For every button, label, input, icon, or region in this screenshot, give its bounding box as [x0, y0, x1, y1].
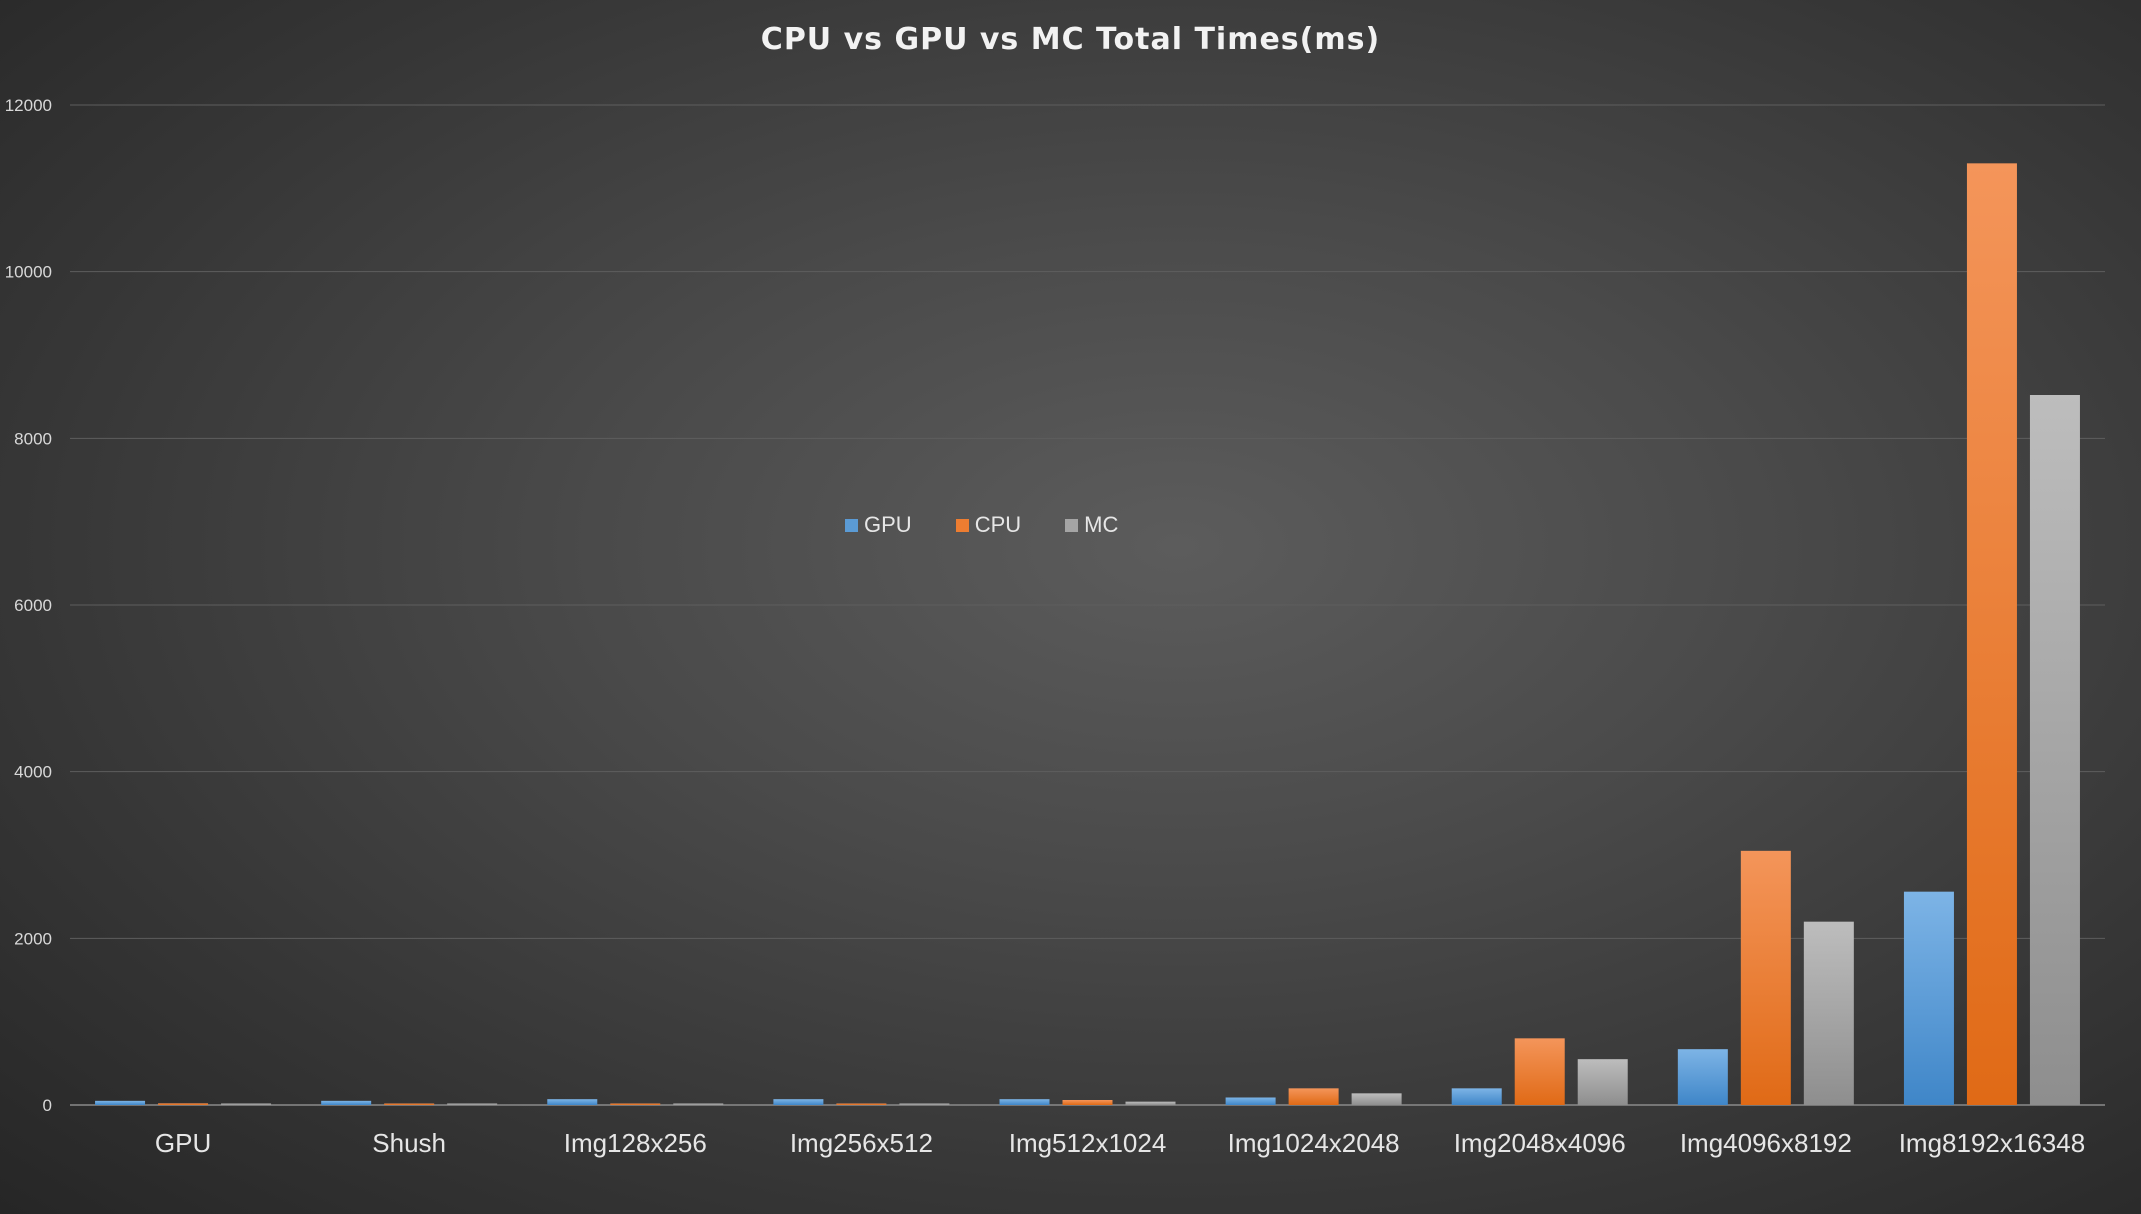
bar-cpu-img8192x16348	[1966, 163, 2017, 1106]
legend-item-mc: MC	[1065, 512, 1118, 538]
bar-mc-img512x1024	[1125, 1101, 1176, 1105]
y-axis-ticks: 0 2000 4000 6000 8000 10000 12000	[5, 96, 52, 1115]
x-tick-label: Img256x512	[790, 1128, 933, 1158]
bar-gpu-img2048x4096	[1451, 1088, 1502, 1105]
y-tick-label: 6000	[14, 596, 52, 615]
x-tick-label: Img4096x8192	[1680, 1128, 1852, 1158]
bar-cpu-img128x256	[610, 1103, 661, 1105]
bar-mc-img1024x2048	[1351, 1093, 1402, 1105]
bar-cpu-gpu	[158, 1103, 209, 1105]
bar-cpu-img512x1024	[1062, 1100, 1113, 1105]
legend-label-mc: MC	[1084, 512, 1119, 537]
x-tick-label: Img8192x16348	[1899, 1128, 2085, 1158]
bar-mc-img128x256	[673, 1103, 724, 1105]
x-tick-label: Img128x256	[564, 1128, 707, 1158]
legend-swatch-cpu	[955, 518, 969, 532]
bar-cpu-img256x512	[836, 1103, 887, 1105]
bar-mc-gpu	[221, 1103, 272, 1105]
y-tick-label: 10000	[5, 263, 52, 282]
y-tick-label: 0	[43, 1096, 52, 1115]
legend-label-gpu: GPU	[864, 512, 912, 537]
bar-cpu-img2048x4096	[1514, 1038, 1565, 1105]
x-tick-label: Img2048x4096	[1454, 1128, 1626, 1158]
bar-mc-img4096x8192	[1803, 921, 1854, 1105]
bar-mc-img8192x16348	[2029, 395, 2080, 1105]
legend-swatch-gpu	[845, 518, 858, 532]
bar-gpu-img1024x2048	[1225, 1097, 1276, 1105]
bar-gpu-img128x256	[547, 1099, 598, 1105]
legend: GPU CPU MC	[845, 512, 1118, 538]
bar-cpu-shush	[384, 1103, 435, 1105]
legend-swatch-mc	[1065, 518, 1079, 532]
bar-gpu-shush	[321, 1100, 372, 1105]
y-tick-label: 2000	[14, 929, 52, 948]
gridlines	[70, 104, 2105, 1106]
bars	[95, 163, 2080, 1106]
bar-mc-img256x512	[899, 1103, 950, 1105]
legend-item-cpu: CPU	[955, 512, 1022, 538]
legend-label-cpu: CPU	[974, 512, 1022, 537]
bar-gpu-img4096x8192	[1677, 1049, 1728, 1105]
bar-gpu-gpu	[95, 1100, 146, 1105]
x-tick-label: Img512x1024	[1009, 1128, 1167, 1158]
x-tick-label: Shush	[372, 1128, 446, 1158]
y-tick-label: 4000	[14, 763, 52, 782]
x-axis-ticks: GPU Shush Img128x256 Img256x512 Img512x1024 I…	[155, 1128, 2085, 1158]
x-tick-label: Img1024x2048	[1228, 1128, 1400, 1158]
bar-gpu-img256x512	[773, 1099, 824, 1105]
y-tick-label: 8000	[14, 429, 52, 448]
x-tick-label: GPU	[155, 1128, 211, 1158]
bar-mc-img2048x4096	[1577, 1059, 1628, 1105]
bar-cpu-img1024x2048	[1288, 1088, 1339, 1105]
bar-gpu-img512x1024	[999, 1099, 1050, 1105]
bar-mc-shush	[447, 1103, 498, 1105]
y-tick-label: 12000	[5, 96, 52, 115]
legend-item-gpu: GPU	[845, 512, 912, 538]
bar-cpu-img4096x8192	[1740, 850, 1791, 1105]
bar-gpu-img8192x16348	[1903, 891, 1954, 1105]
chart-title: CPU vs GPU vs MC Total Times(ms)	[760, 22, 1381, 57]
